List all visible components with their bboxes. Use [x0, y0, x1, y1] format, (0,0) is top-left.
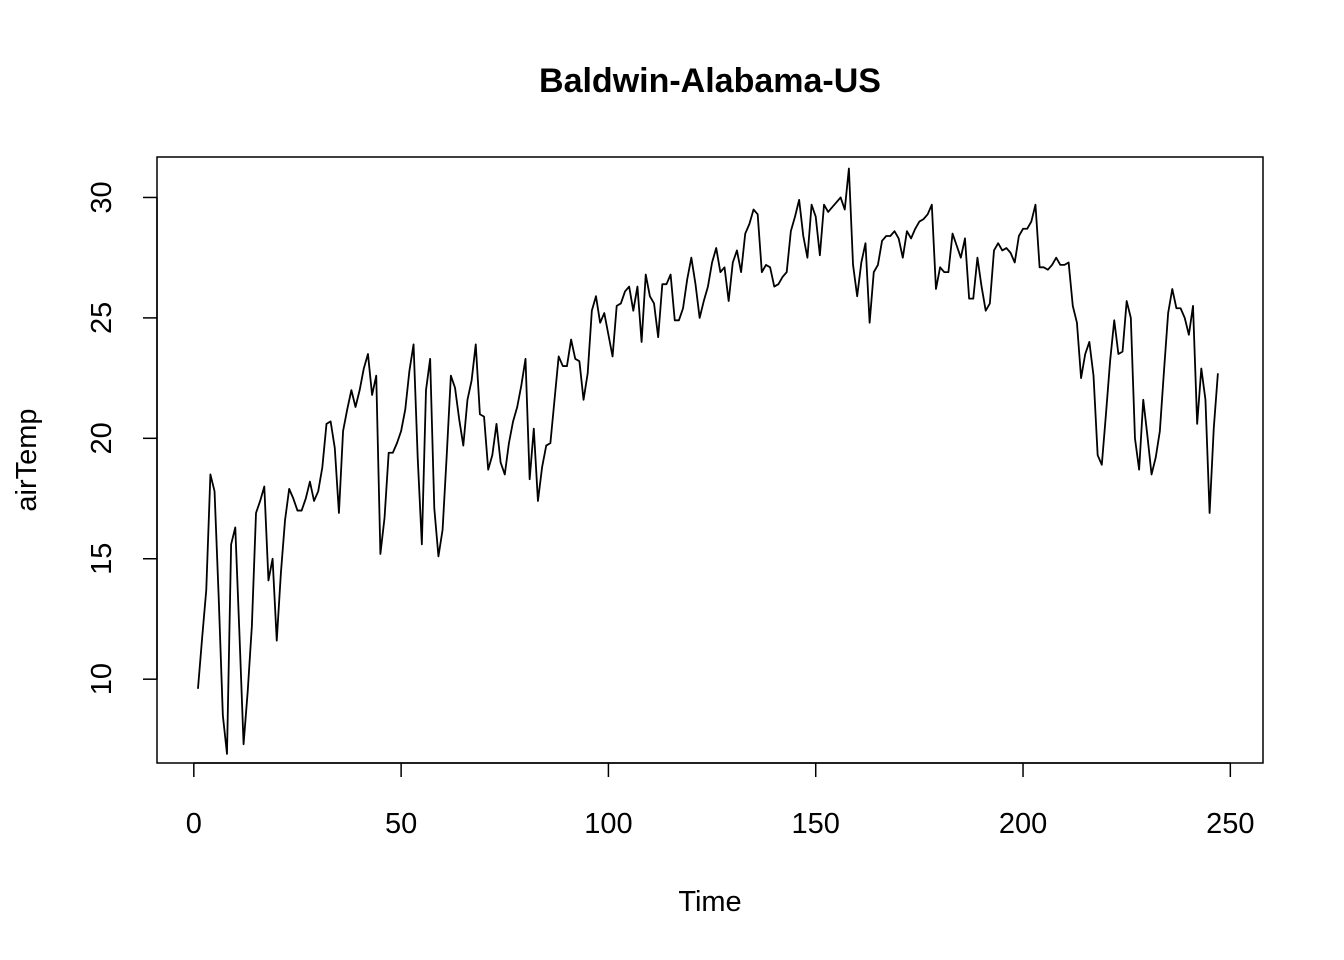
x-tick-label: 50 [385, 808, 417, 840]
x-axis-label: Time [678, 886, 741, 918]
x-tick-label: 150 [792, 808, 840, 840]
series-line-airTemp [197, 167, 1219, 755]
chart-title: Baldwin-Alabama-US [539, 62, 881, 100]
x-axis: 0 50 100 150 200 250 [186, 762, 1255, 840]
y-axis: 10 15 20 25 30 [86, 181, 158, 695]
y-tick-label: 15 [86, 543, 118, 575]
x-tick-label: 0 [186, 808, 202, 840]
y-tick-label: 10 [86, 663, 118, 695]
x-tick-label: 100 [584, 808, 632, 840]
y-tick-label: 25 [86, 302, 118, 334]
x-tick-label: 200 [999, 808, 1047, 840]
x-tick-label: 250 [1206, 808, 1254, 840]
y-axis-label: airTemp [11, 408, 43, 511]
y-tick-label: 20 [86, 422, 118, 454]
y-tick-label: 30 [86, 181, 118, 213]
